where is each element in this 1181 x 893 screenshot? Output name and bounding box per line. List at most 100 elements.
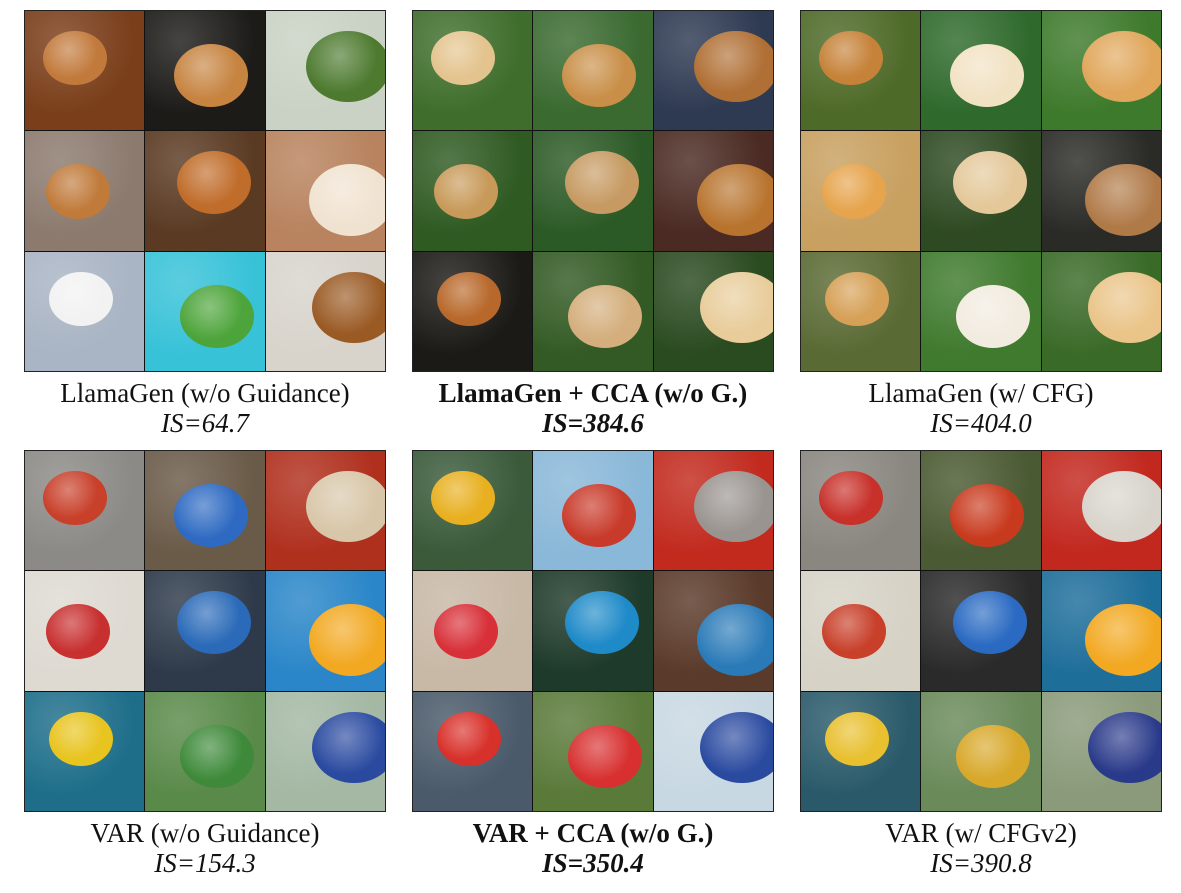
- sample-image: [413, 11, 533, 131]
- subject-shape: [562, 44, 637, 107]
- sample-image: [801, 11, 921, 131]
- subject-shape: [565, 151, 640, 215]
- sample-image: [533, 571, 653, 691]
- sample-image: [145, 11, 265, 131]
- subject-shape: [1084, 604, 1161, 676]
- sample-image: [1041, 451, 1161, 571]
- subject-shape: [699, 271, 773, 344]
- panel-title: VAR (w/o Guidance): [90, 818, 320, 848]
- subject-shape: [43, 471, 107, 526]
- sample-image: [653, 451, 773, 571]
- sample-image: [413, 131, 533, 251]
- subject-shape: [174, 44, 249, 107]
- subject-shape: [49, 271, 113, 327]
- sample-image: [921, 691, 1041, 811]
- sample-image: [1041, 691, 1161, 811]
- subject-shape: [434, 604, 498, 659]
- subject-shape: [696, 164, 773, 236]
- subject-shape: [956, 284, 1031, 348]
- subject-shape: [953, 591, 1028, 655]
- subject-shape: [825, 271, 889, 327]
- subject-shape: [308, 164, 385, 236]
- subject-shape: [693, 471, 773, 543]
- sample-image: [25, 131, 145, 251]
- sample-image: [801, 451, 921, 571]
- subject-shape: [953, 151, 1028, 215]
- sample-image: [921, 251, 1041, 371]
- sample-image: [533, 691, 653, 811]
- sample-image: [921, 451, 1041, 571]
- sample-image: [921, 571, 1041, 691]
- panel-title: VAR (w/ CFGv2): [885, 818, 1077, 848]
- sample-image: [265, 691, 385, 811]
- sample-image: [413, 571, 533, 691]
- inception-score: IS=404.0: [930, 408, 1032, 438]
- subject-shape: [1087, 711, 1161, 784]
- subject-shape: [431, 31, 495, 86]
- sample-image: [145, 691, 265, 811]
- sample-image: [25, 571, 145, 691]
- sample-image: [533, 131, 653, 251]
- subject-shape: [305, 31, 385, 103]
- sample-image: [265, 571, 385, 691]
- panel-caption: LlamaGen (w/ CFG) IS=404.0: [781, 378, 1181, 438]
- sample-image: [145, 451, 265, 571]
- panel-title: VAR + CCA (w/o G.): [472, 818, 714, 848]
- inception-score: IS=64.7: [161, 408, 249, 438]
- sample-image: [533, 251, 653, 371]
- panel-caption: VAR (w/ CFGv2) IS=390.8: [781, 818, 1181, 878]
- panel-title: LlamaGen (w/ CFG): [868, 378, 1094, 408]
- sample-image: [145, 131, 265, 251]
- sample-image: [653, 251, 773, 371]
- subject-shape: [1084, 164, 1161, 236]
- panel-caption: VAR + CCA (w/o G.) IS=350.4: [393, 818, 793, 878]
- subject-shape: [311, 271, 385, 344]
- sample-grid: [24, 10, 386, 372]
- subject-shape: [46, 164, 110, 219]
- sample-image: [145, 571, 265, 691]
- sample-image: [145, 251, 265, 371]
- subject-shape: [822, 164, 886, 219]
- sample-grid: [800, 10, 1162, 372]
- sample-image: [801, 131, 921, 251]
- subject-shape: [956, 724, 1031, 788]
- subject-shape: [1087, 271, 1161, 344]
- subject-shape: [950, 44, 1025, 107]
- subject-shape: [437, 711, 501, 767]
- sample-image: [653, 691, 773, 811]
- subject-shape: [819, 31, 883, 86]
- sample-image: [265, 131, 385, 251]
- sample-image: [265, 11, 385, 131]
- inception-score: IS=154.3: [154, 848, 256, 878]
- subject-shape: [822, 604, 886, 659]
- subject-shape: [43, 31, 107, 86]
- sample-grid: [412, 10, 774, 372]
- subject-shape: [825, 711, 889, 767]
- sample-image: [413, 451, 533, 571]
- panel-title: LlamaGen + CCA (w/o G.): [438, 378, 748, 408]
- sample-grid: [412, 450, 774, 812]
- panel-caption: VAR (w/o Guidance) IS=154.3: [5, 818, 405, 878]
- subject-shape: [565, 591, 640, 655]
- subject-shape: [1081, 31, 1161, 103]
- subject-shape: [308, 604, 385, 676]
- sample-image: [653, 571, 773, 691]
- sample-image: [533, 11, 653, 131]
- sample-image: [1041, 571, 1161, 691]
- sample-image: [413, 251, 533, 371]
- sample-image: [413, 691, 533, 811]
- subject-shape: [819, 471, 883, 526]
- sample-image: [1041, 251, 1161, 371]
- panel-caption: LlamaGen + CCA (w/o G.) IS=384.6: [393, 378, 793, 438]
- sample-image: [653, 131, 773, 251]
- subject-shape: [49, 711, 113, 767]
- subject-shape: [693, 31, 773, 103]
- subject-shape: [311, 711, 385, 784]
- subject-shape: [696, 604, 773, 676]
- subject-shape: [46, 604, 110, 659]
- sample-image: [1041, 131, 1161, 251]
- subject-shape: [305, 471, 385, 543]
- sample-image: [921, 131, 1041, 251]
- sample-image: [265, 451, 385, 571]
- sample-image: [1041, 11, 1161, 131]
